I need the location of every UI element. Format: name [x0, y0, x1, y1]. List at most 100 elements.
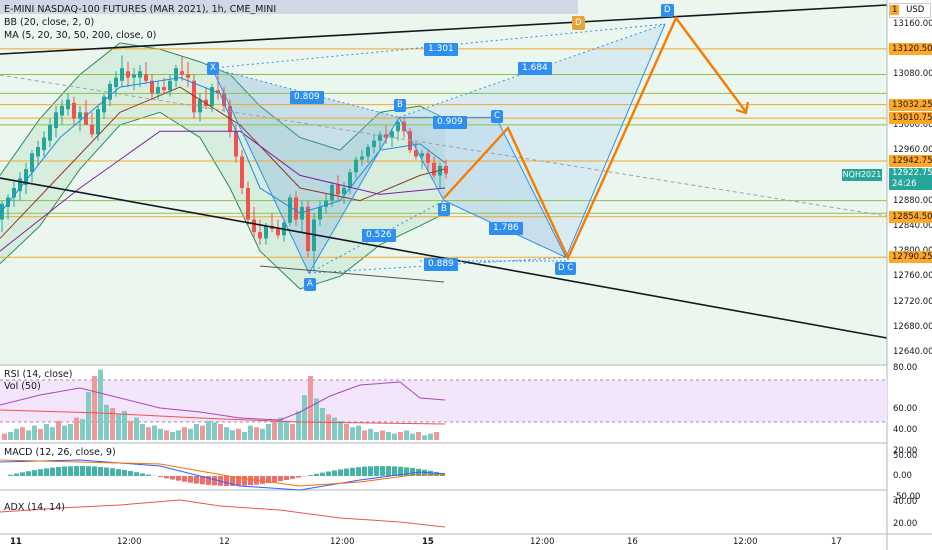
macd-histogram-bar: [32, 470, 37, 476]
indicator-ma-label[interactable]: MA (5, 20, 30, 50, 200, close, 0): [4, 30, 157, 41]
candle-body: [288, 197, 292, 223]
volume-bar: [230, 430, 235, 440]
rsi-tick: 60.00: [893, 404, 918, 414]
ma-line: [0, 77, 446, 214]
macd-histogram-bar: [134, 472, 139, 476]
candle-body: [444, 165, 448, 174]
macd-title[interactable]: MACD (12, 26, close, 9): [4, 447, 116, 458]
rsi-title[interactable]: RSI (14, close): [4, 369, 73, 380]
pattern-point-label: D: [661, 4, 674, 17]
macd-histogram-bar: [56, 466, 61, 476]
macd-histogram-bar: [386, 466, 391, 476]
candle-body: [342, 188, 346, 195]
candle-body: [108, 83, 112, 100]
adx-line: [0, 499, 446, 528]
adx-tick: 40.00: [893, 497, 918, 507]
volume-bar: [164, 430, 169, 440]
volume-bar: [422, 435, 427, 440]
candle-body: [6, 197, 10, 207]
macd-histogram-bar: [224, 476, 229, 486]
macd-histogram-bar: [296, 476, 301, 478]
adx-title[interactable]: ADX (14, 14): [4, 502, 65, 513]
macd-histogram-bar: [110, 468, 115, 476]
candle-body: [420, 153, 424, 157]
volume-bars: [2, 369, 439, 440]
volume-bar: [362, 430, 367, 440]
time-tick: 11: [10, 537, 22, 547]
bar-countdown: 24:26: [892, 179, 917, 189]
volume-bar: [20, 427, 25, 440]
macd-histogram-bar: [308, 475, 313, 476]
pattern-point-label: X: [207, 62, 219, 75]
macd-tick: -50.00: [893, 492, 921, 502]
volume-bar: [260, 428, 265, 440]
macd-histogram-bar: [392, 466, 397, 476]
pattern-ratio: 0.889: [424, 258, 458, 271]
pattern-point-label: B: [438, 203, 450, 216]
bcd2-fill: [399, 117, 566, 258]
macd-pane: [0, 459, 446, 491]
volume-bar: [284, 420, 289, 440]
volume-bar: [218, 424, 223, 440]
candle-body: [24, 169, 28, 185]
volume-bar: [140, 424, 145, 440]
projection-path: [443, 15, 747, 261]
vol-title[interactable]: Vol (50): [4, 381, 41, 392]
macd-histogram-bar: [242, 476, 247, 486]
top-level-tag: 1: [890, 5, 900, 15]
ma-tail: [259, 265, 445, 283]
macd-histogram-bar: [188, 476, 193, 483]
macd-histogram-bar: [20, 472, 25, 476]
volume-bar: [182, 427, 187, 440]
candle-body: [36, 147, 40, 157]
volume-bar: [8, 432, 13, 440]
macd-histogram-bar: [68, 466, 73, 476]
macd-histogram-bar: [92, 466, 97, 476]
macd-histogram-bar: [398, 466, 403, 476]
candle-body: [168, 80, 172, 91]
volume-bar: [134, 417, 139, 440]
macd-histogram-bar: [368, 466, 373, 476]
macd-histogram-bar: [404, 467, 409, 476]
macd-histogram-bar: [278, 476, 283, 482]
candle-body: [336, 184, 340, 195]
time-tick: 12:00: [117, 537, 142, 547]
pattern-leg: [308, 117, 400, 274]
candle-body: [192, 80, 196, 113]
volume-bar: [194, 424, 199, 440]
currency-label: USD: [906, 5, 925, 15]
volume-bar: [380, 430, 385, 440]
volume-bar: [254, 427, 259, 440]
macd-histogram-bar: [230, 476, 235, 486]
volume-bar: [386, 432, 391, 440]
candle-body: [294, 197, 298, 220]
candle-body: [408, 131, 412, 151]
macd-histogram-bar: [314, 473, 319, 476]
top-shade: [0, 0, 578, 14]
currency-selector[interactable]: 1 USD: [889, 3, 931, 18]
candlesticks: [0, 55, 448, 270]
volume-bar: [206, 420, 211, 440]
pattern-ratio: 0.909: [433, 116, 467, 129]
pattern-leg: [495, 117, 567, 258]
macd-histogram-bar: [74, 466, 79, 476]
rsi-tick: 80.00: [893, 363, 918, 373]
volume-bar: [302, 395, 307, 440]
candle-body: [30, 153, 34, 173]
macd-tick: 50.00: [893, 451, 918, 461]
macd-histogram-bar: [62, 466, 67, 476]
current-symbol-tag: NQH2021: [842, 169, 882, 181]
volume-bar: [62, 425, 67, 440]
level-tag: 13032.25: [889, 98, 932, 111]
rsi-tick: 20.00: [893, 446, 918, 456]
pattern-ratio: 1.786: [489, 222, 523, 235]
candle-body: [360, 156, 364, 160]
symbol-title[interactable]: E-MINI NASDAQ-100 FUTURES (MAR 2021), 1h…: [4, 4, 277, 15]
volume-bar: [104, 404, 109, 440]
volume-bar: [236, 428, 241, 440]
indicator-bb-label[interactable]: BB (20, close, 2, 0): [4, 17, 95, 28]
candle-body: [198, 99, 202, 113]
time-tick: 12:00: [330, 537, 355, 547]
price-tick: 12880.00: [893, 195, 932, 206]
